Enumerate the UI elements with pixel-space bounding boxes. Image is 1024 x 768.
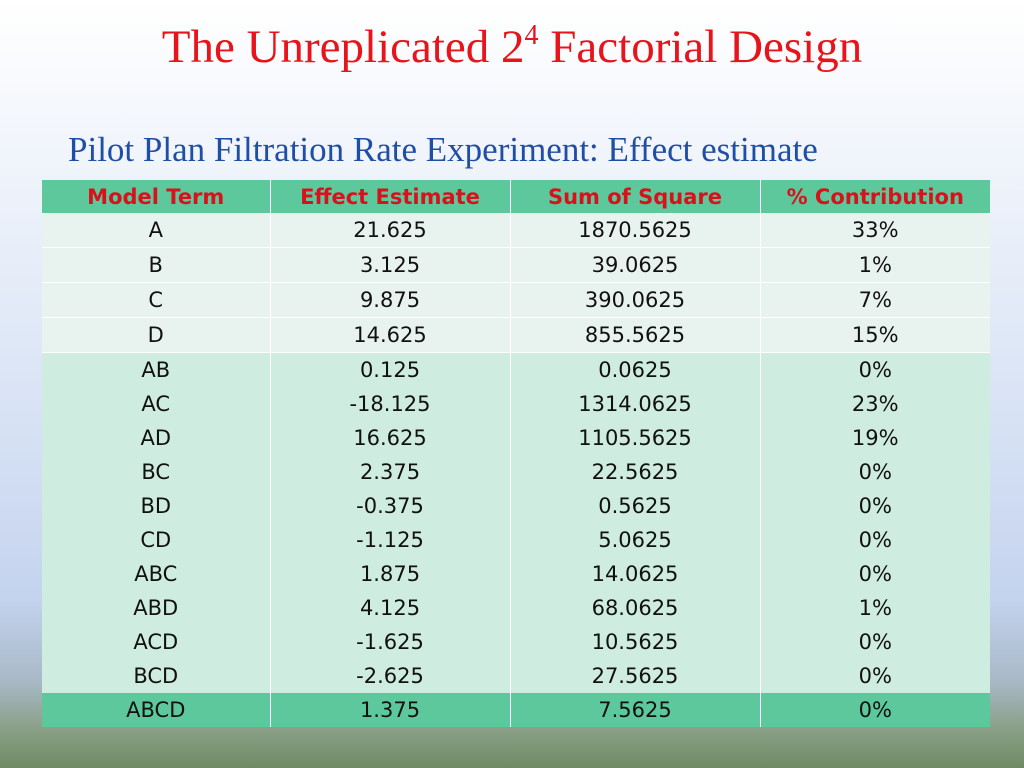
cell-percent-contribution: 19%	[760, 421, 990, 455]
cell-sum-of-square: 68.0625	[510, 591, 761, 625]
table-row: ABD 4.125 68.0625 1%	[42, 591, 990, 625]
cell-sum-of-square: 1870.5625	[510, 213, 761, 248]
cell-model-term: BC	[42, 455, 271, 489]
cell-percent-contribution: 1%	[760, 247, 990, 283]
slide-subtitle: Pilot Plan Filtration Rate Experiment: E…	[68, 130, 818, 169]
cell-effect-estimate: 14.625	[270, 317, 511, 353]
cell-model-term: AB	[42, 352, 271, 387]
table-row: BD -0.375 0.5625 0%	[42, 489, 990, 523]
cell-effect-estimate: 3.125	[270, 247, 511, 283]
table-row: ABCD 1.375 7.5625 0%	[42, 693, 990, 727]
table-row: B 3.125 39.0625 1%	[42, 247, 990, 283]
cell-model-term: CD	[42, 523, 271, 557]
cell-effect-estimate: 2.375	[270, 455, 511, 489]
table-row: CD -1.125 5.0625 0%	[42, 523, 990, 557]
title-prefix: The Unreplicated 2	[161, 21, 525, 73]
title-superscript: 4	[524, 20, 539, 51]
cell-model-term: ABC	[42, 557, 271, 591]
cell-sum-of-square: 0.5625	[510, 489, 761, 523]
cell-effect-estimate: 4.125	[270, 591, 511, 625]
cell-sum-of-square: 5.0625	[510, 523, 761, 557]
cell-model-term: C	[42, 282, 271, 318]
cell-percent-contribution: 0%	[760, 352, 990, 387]
cell-model-term: A	[42, 213, 271, 248]
cell-effect-estimate: -2.625	[270, 659, 511, 693]
header-model-term: Model Term	[42, 180, 271, 213]
cell-sum-of-square: 390.0625	[510, 282, 761, 318]
cell-model-term: ABD	[42, 591, 271, 625]
header-percent-contribution: % Contribution	[760, 180, 990, 213]
title-suffix: Factorial Design	[538, 21, 863, 73]
table-row: BC 2.375 22.5625 0%	[42, 455, 990, 489]
cell-percent-contribution: 0%	[760, 625, 990, 659]
cell-percent-contribution: 0%	[760, 659, 990, 693]
cell-percent-contribution: 15%	[760, 317, 990, 353]
cell-sum-of-square: 1314.0625	[510, 387, 761, 421]
cell-model-term: BD	[42, 489, 271, 523]
cell-sum-of-square: 14.0625	[510, 557, 761, 591]
table-row: C 9.875 390.0625 7%	[42, 282, 990, 318]
cell-effect-estimate: 9.875	[270, 282, 511, 318]
cell-model-term: AD	[42, 421, 271, 455]
table-row: D 14.625 855.5625 15%	[42, 317, 990, 353]
cell-model-term: D	[42, 317, 271, 353]
cell-effect-estimate: -1.625	[270, 625, 511, 659]
cell-sum-of-square: 855.5625	[510, 317, 761, 353]
cell-model-term: ACD	[42, 625, 271, 659]
cell-effect-estimate: -0.375	[270, 489, 511, 523]
header-effect-estimate: Effect Estimate	[270, 180, 511, 213]
cell-model-term: AC	[42, 387, 271, 421]
slide-title: The Unreplicated 24 Factorial Design	[0, 20, 1024, 74]
table-row: A 21.625 1870.5625 33%	[42, 213, 990, 248]
cell-percent-contribution: 0%	[760, 557, 990, 591]
cell-percent-contribution: 0%	[760, 489, 990, 523]
table-row: AB 0.125 0.0625 0%	[42, 352, 990, 387]
table-row: ACD -1.625 10.5625 0%	[42, 625, 990, 659]
table-row: BCD -2.625 27.5625 0%	[42, 659, 990, 693]
cell-sum-of-square: 10.5625	[510, 625, 761, 659]
cell-percent-contribution: 1%	[760, 591, 990, 625]
table-header-row: Model Term Effect Estimate Sum of Square…	[42, 180, 990, 213]
cell-sum-of-square: 27.5625	[510, 659, 761, 693]
cell-effect-estimate: 0.125	[270, 352, 511, 387]
cell-effect-estimate: 1.875	[270, 557, 511, 591]
table-row: ABC 1.875 14.0625 0%	[42, 557, 990, 591]
cell-percent-contribution: 23%	[760, 387, 990, 421]
cell-model-term: BCD	[42, 659, 271, 693]
cell-percent-contribution: 0%	[760, 523, 990, 557]
table-row: AC -18.125 1314.0625 23%	[42, 387, 990, 421]
header-sum-of-square: Sum of Square	[510, 180, 761, 213]
cell-model-term: B	[42, 247, 271, 283]
cell-effect-estimate: 21.625	[270, 213, 511, 248]
cell-sum-of-square: 22.5625	[510, 455, 761, 489]
cell-percent-contribution: 7%	[760, 282, 990, 318]
cell-percent-contribution: 0%	[760, 455, 990, 489]
cell-sum-of-square: 0.0625	[510, 352, 761, 387]
cell-effect-estimate: -18.125	[270, 387, 511, 421]
effect-estimate-table: Model Term Effect Estimate Sum of Square…	[42, 180, 990, 727]
cell-sum-of-square: 1105.5625	[510, 421, 761, 455]
table-row: AD 16.625 1105.5625 19%	[42, 421, 990, 455]
cell-model-term: ABCD	[42, 693, 271, 727]
cell-percent-contribution: 33%	[760, 213, 990, 248]
cell-effect-estimate: -1.125	[270, 523, 511, 557]
cell-effect-estimate: 16.625	[270, 421, 511, 455]
cell-sum-of-square: 39.0625	[510, 247, 761, 283]
cell-sum-of-square: 7.5625	[510, 693, 761, 727]
cell-percent-contribution: 0%	[760, 693, 990, 727]
cell-effect-estimate: 1.375	[270, 693, 511, 727]
